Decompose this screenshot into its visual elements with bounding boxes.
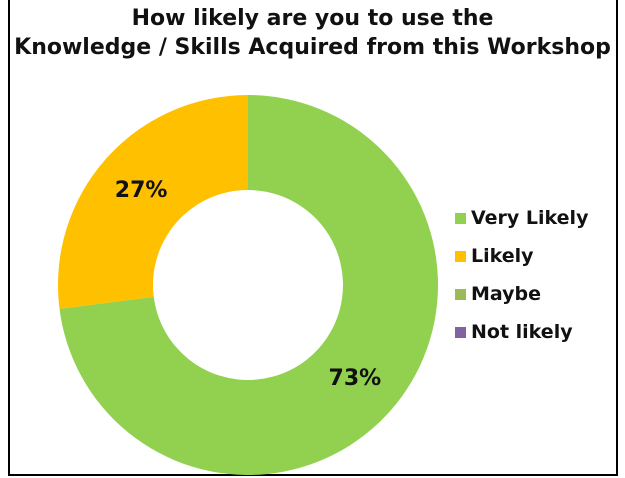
legend-swatch-not-likely <box>455 326 466 338</box>
legend-item-maybe: Maybe <box>455 275 588 313</box>
legend-swatch-very-likely <box>455 212 466 224</box>
data-label-very-likely: 73% <box>329 366 382 391</box>
donut-slices <box>57 95 439 475</box>
legend-item-not-likely: Not likely <box>455 313 588 351</box>
slice-very-likely <box>59 95 439 475</box>
data-label-likely: 27% <box>115 178 168 203</box>
legend-item-very-likely: Very Likely <box>455 199 588 237</box>
legend-swatch-likely <box>455 250 466 262</box>
chart-title-line-2: Knowledge / Skills Acquired from this Wo… <box>14 35 611 60</box>
legend-label-maybe: Maybe <box>471 283 542 305</box>
chart-legend: Very Likely Likely Maybe Not likely <box>455 199 588 351</box>
slice-likely <box>57 95 248 309</box>
donut-data-labels: 73% 27% <box>115 178 381 391</box>
legend-item-likely: Likely <box>455 237 588 275</box>
chart-title: How likely are you to use the Knowledge … <box>0 4 625 62</box>
legend-label-likely: Likely <box>471 245 534 267</box>
legend-label-very-likely: Very Likely <box>471 207 589 229</box>
legend-swatch-maybe <box>455 288 466 300</box>
legend-label-not-likely: Not likely <box>471 321 573 343</box>
chart-title-line-1: How likely are you to use the <box>131 6 494 31</box>
